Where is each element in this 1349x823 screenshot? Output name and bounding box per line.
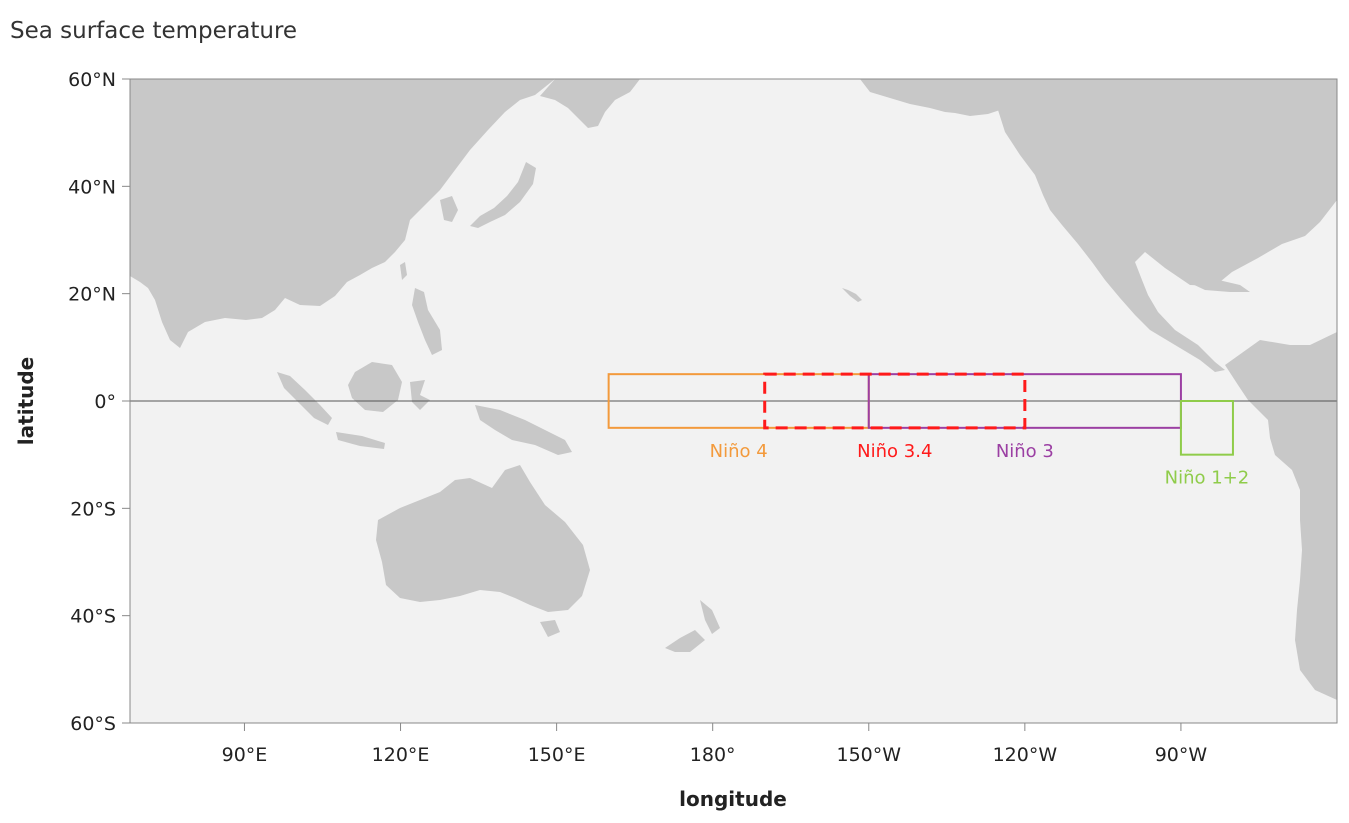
y-tick-label: 60°S — [70, 713, 116, 735]
landmass-borneo — [348, 362, 402, 412]
landmass-kamchatka — [540, 79, 640, 128]
region-label-nino34: Niño 3.4 — [857, 441, 932, 462]
x-tick-label: 180° — [690, 744, 736, 766]
landmass-south-america — [1225, 332, 1337, 700]
y-tick-label: 20°N — [68, 284, 116, 306]
x-tick-label: 120°E — [372, 744, 430, 766]
region-box-nino34 — [763, 372, 1027, 430]
landmass-north-america — [990, 79, 1337, 372]
y-tick-label: 40°N — [68, 176, 116, 198]
y-axis-ticks: 60°N 40°N 20°N 0° 20°S 40°S 60°S — [68, 69, 130, 735]
landmass-korea — [440, 196, 458, 222]
x-axis-ticks: 90°E 120°E 150°E 180° 150°W 120°W 90°W — [222, 723, 1208, 766]
landmass-australia — [376, 465, 590, 612]
region-box-nino12 — [1179, 400, 1234, 456]
x-tick-label: 120°W — [993, 744, 1058, 766]
y-tick-label: 40°S — [70, 606, 116, 628]
landmass-sulawesi — [410, 380, 430, 410]
region-label-nino3: Niño 3 — [996, 441, 1054, 462]
landmasses — [130, 79, 1337, 700]
landmass-new-zealand — [665, 600, 720, 652]
map-title: Sea surface temperature — [10, 18, 297, 44]
landmass-hawaii — [842, 288, 862, 302]
landmass-taiwan — [400, 262, 407, 280]
y-axis-title: latitude — [14, 357, 38, 445]
landmass-japan — [470, 162, 536, 228]
landmass-tasmania — [540, 620, 560, 637]
x-axis-title: longitude — [679, 787, 787, 811]
landmass-sumatra — [277, 372, 332, 425]
landmass-java — [336, 432, 385, 449]
nino-regions — [607, 372, 1234, 456]
landmass-new-guinea — [475, 405, 572, 455]
region-label-nino4: Niño 4 — [710, 441, 768, 462]
landmass-alaska — [860, 79, 1010, 116]
x-tick-label: 150°W — [836, 744, 901, 766]
landmass-asia — [130, 79, 555, 348]
y-tick-label: 20°S — [70, 498, 116, 520]
x-tick-label: 150°E — [528, 744, 586, 766]
landmass-cuba — [1188, 278, 1250, 292]
nino-region-labels: Niño 4 Niño 3 Niño 1+2 Niño 3.4 — [710, 441, 1250, 489]
x-tick-label: 90°E — [222, 744, 268, 766]
y-tick-label: 0° — [94, 391, 116, 413]
landmass-philippines — [412, 288, 442, 355]
x-tick-label: 90°W — [1155, 744, 1208, 766]
y-tick-label: 60°N — [68, 69, 116, 91]
region-label-nino12: Niño 1+2 — [1165, 468, 1250, 489]
